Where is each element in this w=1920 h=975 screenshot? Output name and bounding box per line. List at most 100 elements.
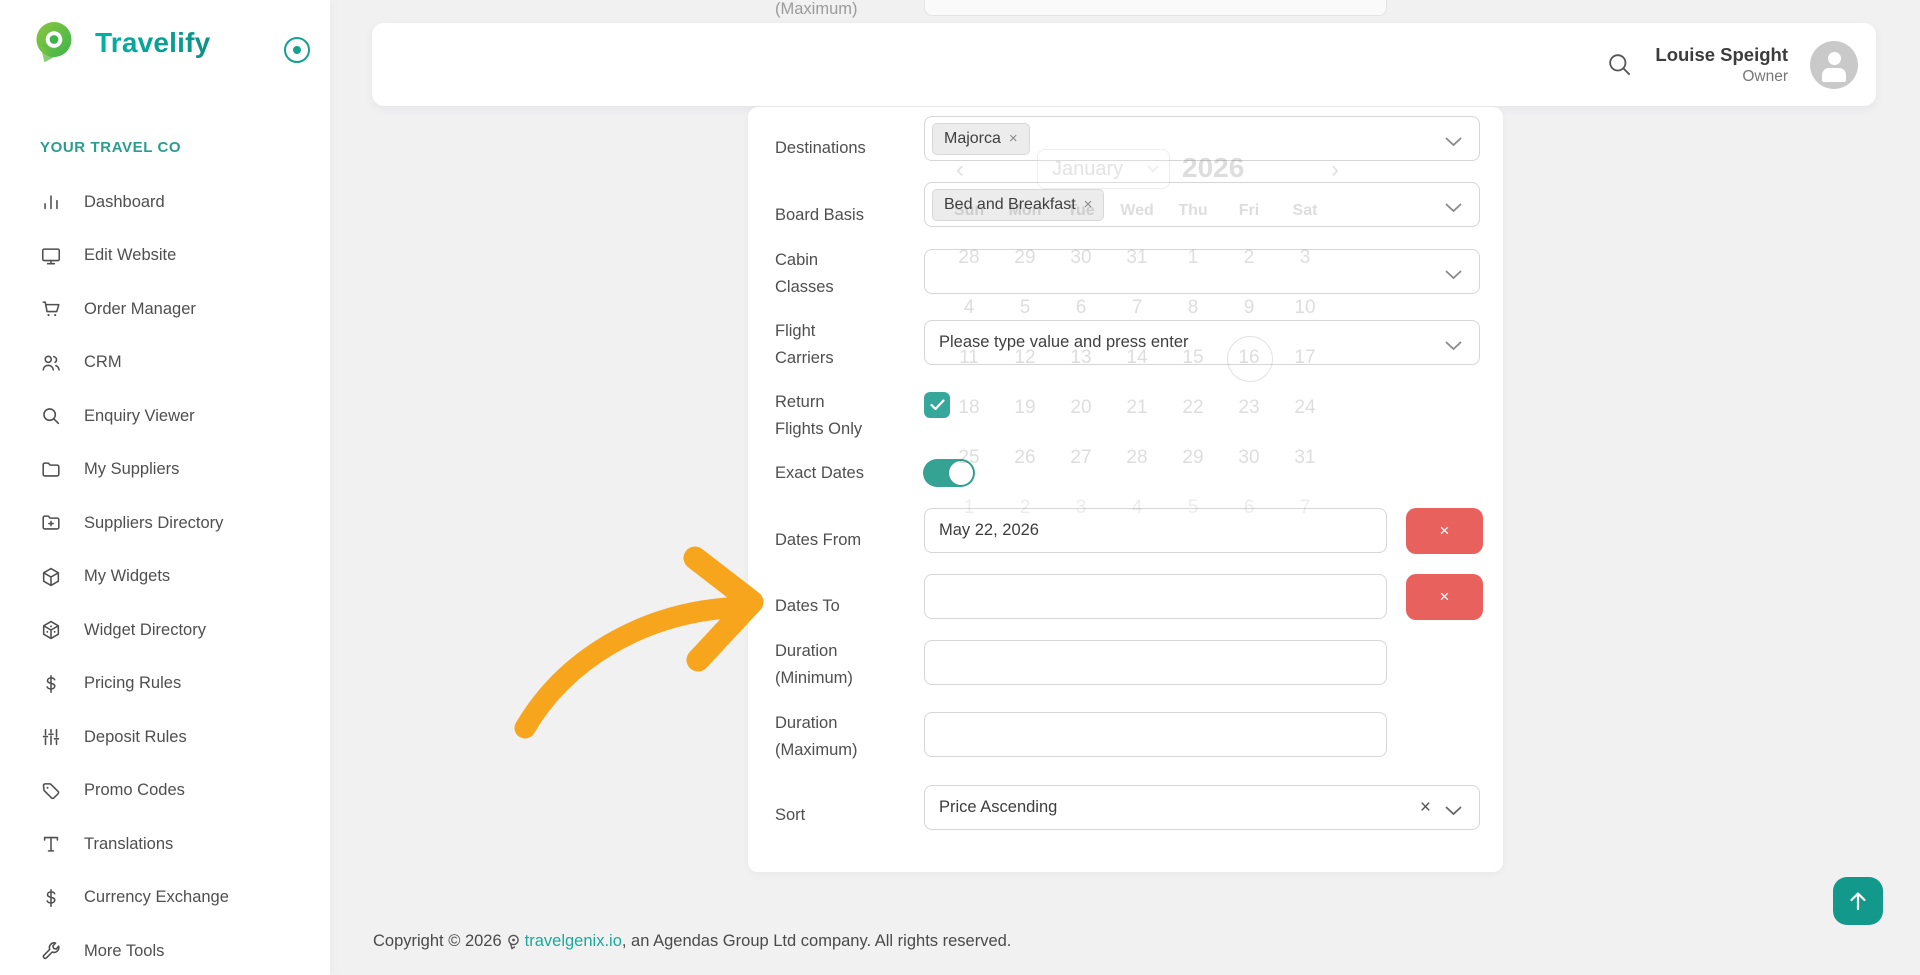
- flight-carriers-combobox[interactable]: Please type value and press enter: [924, 320, 1480, 365]
- remove-tag-icon[interactable]: ×: [1008, 130, 1018, 147]
- sidebar-item-enquiry-viewer[interactable]: Enquiry Viewer: [0, 403, 330, 429]
- sidebar-collapse-icon[interactable]: [284, 37, 310, 63]
- sidebar-item-label: Suppliers Directory: [84, 513, 224, 532]
- sidebar-item-more-tools[interactable]: More Tools: [0, 938, 330, 964]
- cube-icon: [42, 567, 60, 586]
- chevron-down-icon: [1445, 134, 1462, 152]
- search-icon[interactable]: [1606, 51, 1633, 78]
- sidebar-item-translations[interactable]: Translations: [0, 831, 330, 857]
- sidebar-item-my-widgets[interactable]: My Widgets: [0, 564, 330, 590]
- duration-maximum-label: Duration (Maximum): [775, 714, 858, 759]
- sidebar-item-currency-exchange[interactable]: Currency Exchange: [0, 885, 330, 911]
- sidebar-item-promo-codes[interactable]: Promo Codes: [0, 778, 330, 804]
- arrow-up-icon: [1850, 892, 1866, 911]
- calendar-day: 26: [1014, 447, 1036, 468]
- magnifier-icon: [43, 408, 60, 425]
- tag-icon: [42, 782, 60, 799]
- calendar-day: 28: [1126, 447, 1148, 468]
- avatar-person-icon: [1827, 51, 1841, 65]
- board-basis-tag: Bed and Breakfast ×: [932, 188, 1105, 221]
- cube-dots-icon: [42, 620, 60, 640]
- chevron-down-icon: [1445, 803, 1462, 821]
- calendar-day: 20: [1070, 397, 1092, 418]
- sidebar-item-deposit-rules[interactable]: Deposit Rules: [0, 724, 330, 750]
- calendar-day: 31: [1294, 447, 1316, 468]
- sidebar-item-dashboard[interactable]: Dashboard: [0, 189, 330, 215]
- sidebar-item-label: Edit Website: [84, 246, 177, 264]
- calendar-day: 22: [1182, 397, 1204, 418]
- return-flights-only-label: Return Flights Only: [775, 393, 863, 438]
- sidebar-item-my-suppliers[interactable]: My Suppliers: [0, 457, 330, 483]
- calendar-day: 23: [1238, 397, 1260, 418]
- sidebar-item-label: Widget Directory: [84, 620, 206, 639]
- footer-suffix: , an Agendas Group Ltd company. All righ…: [621, 932, 1012, 950]
- sidebar-item-label: Dashboard: [84, 192, 165, 211]
- exact-dates-label: Exact Dates: [775, 464, 864, 482]
- remove-tag-icon[interactable]: ×: [1083, 196, 1093, 213]
- sidebar-item-label: Promo Codes: [84, 781, 185, 799]
- avatar[interactable]: [1810, 40, 1858, 89]
- chevron-down-icon: [1147, 165, 1159, 173]
- sidebar-item-order-manager[interactable]: Order Manager: [0, 296, 330, 322]
- dates-to-input[interactable]: [924, 574, 1387, 619]
- duration-maximum-input[interactable]: [924, 712, 1387, 757]
- travelgenix-link[interactable]: travelgenix.io: [524, 932, 622, 950]
- sidebar-item-edit-website[interactable]: Edit Website: [0, 243, 330, 269]
- sidebar-item-widget-directory[interactable]: Widget Directory: [0, 617, 330, 643]
- sidebar-item-label: Translations: [84, 834, 174, 853]
- travelgenix-pin-icon: [507, 934, 520, 950]
- calendar-day: 30: [1238, 447, 1260, 468]
- sidebar-item-label: Deposit Rules: [84, 727, 187, 746]
- sidebar-item-label: Currency Exchange: [84, 888, 229, 906]
- sidebar-nav: Dashboard Edit Website Order Manager CRM…: [0, 189, 330, 964]
- sort-value: Price Ascending: [939, 798, 1058, 816]
- calendar-day: 24: [1294, 397, 1316, 418]
- duration-minimum-label: Duration (Minimum): [775, 642, 853, 687]
- folder-icon: [42, 461, 60, 477]
- logo-text: Travelify: [95, 27, 211, 58]
- sidebar-item-crm[interactable]: CRM: [0, 350, 330, 376]
- sidebar-item-label: My Suppliers: [84, 460, 180, 478]
- dates-from-clear-button[interactable]: ×: [1406, 508, 1483, 554]
- destinations-select[interactable]: Majorca ×: [924, 116, 1480, 161]
- wrench-icon: [42, 942, 60, 960]
- scrolled-remnant-label: (Maximum): [775, 0, 858, 18]
- chevron-down-icon: [1445, 267, 1462, 285]
- folder-plus-icon: [42, 515, 60, 530]
- dates-to-clear-button[interactable]: ×: [1406, 574, 1483, 620]
- user-menu[interactable]: Louise Speight Owner: [1655, 44, 1788, 86]
- sidebar-item-suppliers-directory[interactable]: Suppliers Directory: [0, 510, 330, 536]
- destinations-label: Destinations: [775, 139, 866, 157]
- return-flights-only-checkbox[interactable]: [924, 392, 950, 418]
- cabin-classes-label: Cabin Classes: [775, 251, 834, 296]
- sidebar: Travelify YOUR TRAVEL CO Dashboard Edit …: [0, 0, 330, 975]
- sidebar-item-label: More Tools: [84, 941, 165, 960]
- calendar-day: 19: [1014, 397, 1036, 418]
- bar-chart-icon: [44, 195, 58, 210]
- sort-label: Sort: [775, 806, 806, 824]
- dollar-icon: [46, 888, 56, 907]
- footer-copyright: Copyright © 2026 travelgenix.io , an Age…: [373, 932, 1011, 951]
- sort-clear-icon[interactable]: ×: [1419, 796, 1431, 818]
- top-header-bar: Louise Speight Owner: [372, 23, 1876, 106]
- sidebar-item-label: Order Manager: [84, 299, 196, 318]
- board-basis-select[interactable]: Bed and Breakfast ×: [924, 182, 1480, 227]
- sidebar-item-pricing-rules[interactable]: Pricing Rules: [0, 671, 330, 697]
- calendar-day: 27: [1070, 447, 1092, 468]
- logo-link[interactable]: Travelify: [33, 20, 210, 66]
- dates-to-label: Dates To: [775, 597, 840, 615]
- travelify-pin-icon: [33, 20, 75, 66]
- calendar-day: 21: [1126, 397, 1148, 418]
- footer-prefix: Copyright © 2026: [373, 932, 502, 950]
- dates-from-label: Dates From: [775, 531, 862, 549]
- cabin-classes-select[interactable]: [924, 249, 1480, 294]
- duration-minimum-input[interactable]: [924, 640, 1387, 685]
- sidebar-item-label: CRM: [84, 353, 122, 371]
- sidebar-item-label: Pricing Rules: [84, 674, 182, 692]
- sort-select[interactable]: Price Ascending ×: [924, 785, 1480, 830]
- scroll-to-top-button[interactable]: [1833, 877, 1883, 925]
- destination-tag: Majorca ×: [932, 122, 1030, 155]
- dates-from-input[interactable]: [924, 508, 1387, 553]
- users-icon: [42, 355, 60, 371]
- exact-dates-toggle[interactable]: [923, 459, 975, 487]
